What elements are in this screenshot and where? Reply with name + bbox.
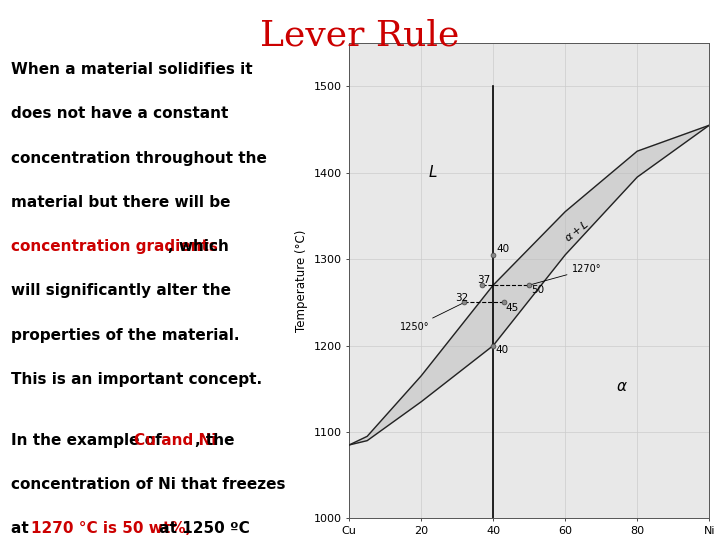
Text: 40: 40 <box>496 244 509 254</box>
Text: 45: 45 <box>505 303 519 313</box>
Text: concentration throughout the: concentration throughout the <box>11 151 266 166</box>
Text: 1270°: 1270° <box>532 264 602 285</box>
Text: $\alpha$: $\alpha$ <box>616 379 627 394</box>
Text: does not have a constant: does not have a constant <box>11 106 228 122</box>
Text: In the example of: In the example of <box>11 433 167 448</box>
Text: properties of the material.: properties of the material. <box>11 328 239 343</box>
Text: $\alpha+L$: $\alpha+L$ <box>562 217 591 244</box>
Text: will significantly alter the: will significantly alter the <box>11 284 231 299</box>
Text: at 1250 ºC: at 1250 ºC <box>154 521 250 536</box>
Text: concentration gradients: concentration gradients <box>11 239 217 254</box>
Y-axis label: Temperature (°C): Temperature (°C) <box>295 230 308 332</box>
Text: 40: 40 <box>495 345 508 355</box>
Text: 32: 32 <box>455 293 469 303</box>
Text: 50: 50 <box>531 285 544 295</box>
Text: 1250°: 1250° <box>400 303 462 332</box>
Text: Cu and Ni: Cu and Ni <box>134 433 216 448</box>
Text: , which: , which <box>168 239 229 254</box>
Polygon shape <box>349 125 709 445</box>
Text: material but there will be: material but there will be <box>11 195 230 210</box>
Text: , the: , the <box>195 433 235 448</box>
Text: at: at <box>11 521 34 536</box>
Text: When a material solidifies it: When a material solidifies it <box>11 62 253 77</box>
Text: concentration of Ni that freezes: concentration of Ni that freezes <box>11 477 285 492</box>
Text: 37: 37 <box>477 275 490 286</box>
Text: This is an important concept.: This is an important concept. <box>11 372 262 387</box>
Text: Lever Rule: Lever Rule <box>261 19 459 53</box>
Text: L: L <box>428 165 437 180</box>
Text: 1270 °C is 50 wt%,: 1270 °C is 50 wt%, <box>32 521 192 536</box>
